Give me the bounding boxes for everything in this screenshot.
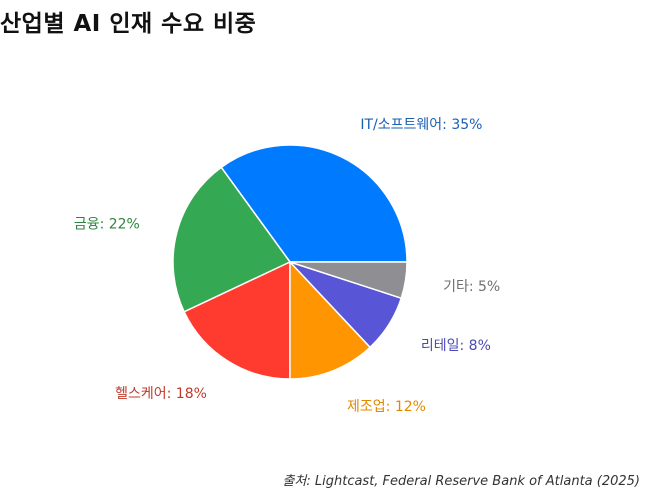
slice-label-2: 금융: 22%: [74, 216, 140, 232]
slice-label-4: 제조업: 12%: [347, 399, 426, 415]
pie-slice-1: [220, 144, 408, 263]
slice-label-1: IT/소프트웨어: 35%: [360, 117, 482, 133]
pie-slice-4: [289, 260, 372, 380]
slice-label-5: 리테일: 8%: [421, 338, 491, 354]
chart-title: 산업별 AI 인재 수요 비중: [0, 11, 257, 37]
slice-label-3: 헬스케어: 18%: [115, 386, 207, 402]
pie-slice-3: [183, 260, 291, 380]
slice-label-6: 기타: 5%: [443, 279, 500, 295]
source-note: 출처: Lightcast, Federal Reserve Bank of A…: [282, 474, 640, 489]
pie-slice-6: [289, 261, 408, 300]
